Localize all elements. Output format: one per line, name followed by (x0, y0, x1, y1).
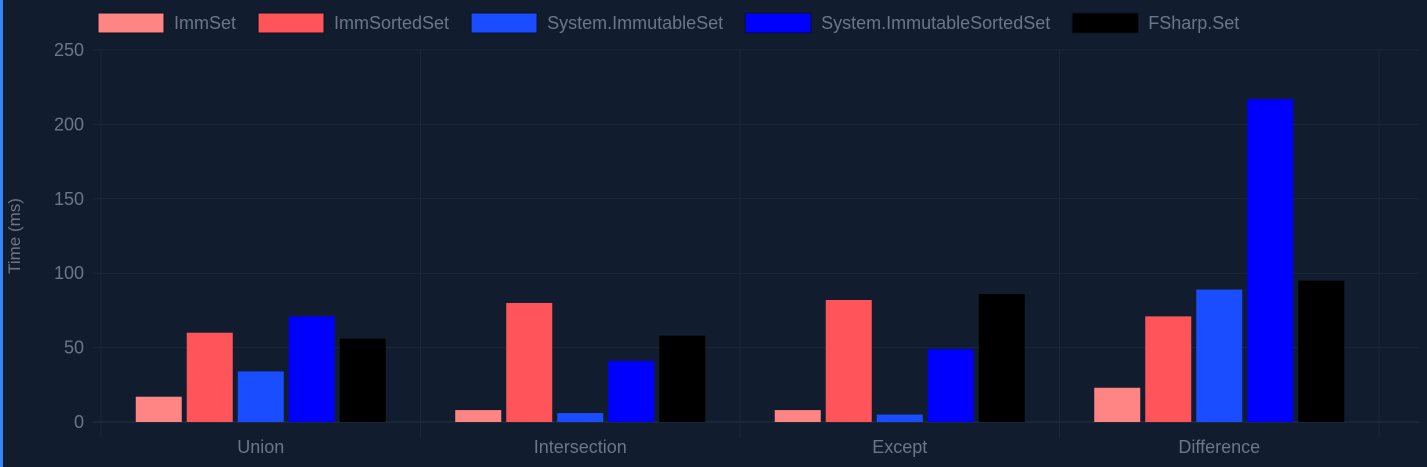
y-tick-label: 250 (54, 40, 84, 60)
bar-difference-immset (1094, 387, 1141, 422)
legend-swatch (1071, 12, 1139, 34)
x-tick-label-except: Except (872, 437, 927, 457)
bar-difference-immsortedset (1145, 316, 1192, 422)
x-tick-label-intersection: Intersection (534, 437, 627, 457)
y-tick-label: 150 (54, 189, 84, 209)
y-tick-label: 50 (64, 338, 84, 358)
bar-except-system-immutablesortedset (927, 349, 974, 422)
x-tick-label-union: Union (237, 437, 284, 457)
legend[interactable]: ImmSet ImmSortedSet System.ImmutableSet Sys… (97, 12, 1239, 34)
bar-intersection-system-immutablesortedset (608, 360, 655, 422)
bar-except-fsharp-set (978, 294, 1025, 422)
bar-intersection-immsortedset (506, 302, 553, 422)
left-accent-bar (0, 0, 3, 467)
legend-item-immset[interactable]: ImmSet (97, 12, 236, 34)
bar-union-immset (135, 396, 182, 422)
legend-item-fsharp-set[interactable]: FSharp.Set (1071, 12, 1239, 34)
x-tick-label-difference: Difference (1178, 437, 1260, 457)
bar-union-fsharp-set (339, 338, 386, 422)
legend-item-system-immutableset[interactable]: System.ImmutableSet (470, 12, 723, 34)
bar-difference-system-immutableset (1196, 289, 1243, 422)
y-tick-label: 200 (54, 114, 84, 134)
legend-label: ImmSet (174, 13, 236, 33)
bar-union-system-immutablesortedset (288, 316, 335, 422)
y-axis-title: Time (ms) (5, 198, 24, 274)
legend-swatch (97, 12, 165, 34)
legend-item-system-immutablesortedset[interactable]: System.ImmutableSortedSet (744, 12, 1050, 34)
legend-label: System.ImmutableSet (547, 13, 723, 33)
legend-item-immsortedset[interactable]: ImmSortedSet (257, 12, 449, 34)
y-tick-label: 100 (54, 263, 84, 283)
bar-intersection-immset (455, 410, 502, 422)
bar-except-immsortedset (825, 299, 872, 422)
legend-swatch (470, 12, 538, 34)
axes-layer: 0 50 100 150 200 250 Time (ms) Union Intersectio… (5, 40, 1260, 457)
bar-intersection-system-immutableset (557, 413, 604, 422)
bar-intersection-fsharp-set (659, 335, 706, 422)
legend-label: ImmSortedSet (334, 13, 449, 33)
legend-swatch (257, 12, 325, 34)
bars-layer (135, 99, 1345, 422)
legend-swatch (744, 12, 812, 34)
y-tick-label: 0 (74, 412, 84, 432)
bar-except-system-immutableset (876, 414, 923, 422)
legend-label: System.ImmutableSortedSet (821, 13, 1050, 33)
bar-union-system-immutableset (237, 371, 284, 422)
bar-difference-system-immutablesortedset (1247, 99, 1294, 422)
legend-label: FSharp.Set (1148, 13, 1239, 33)
bar-difference-fsharp-set (1298, 280, 1345, 422)
bar-except-immset (774, 410, 821, 422)
bar-union-immsortedset (186, 332, 233, 422)
